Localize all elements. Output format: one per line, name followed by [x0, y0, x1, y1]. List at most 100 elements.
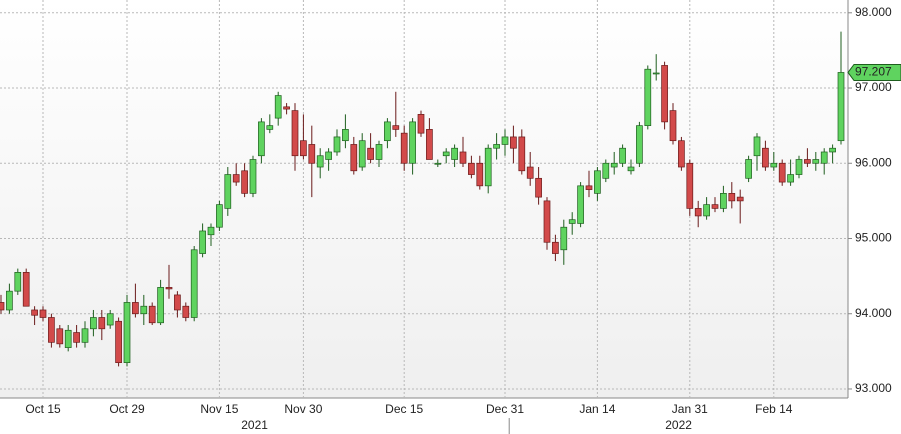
candle-body	[56, 328, 64, 345]
last-price-tag	[847, 63, 901, 81]
candle-body	[636, 125, 643, 164]
candle-body	[442, 151, 450, 157]
y-tick-label: 95.000	[855, 231, 892, 245]
year-label: 2022	[665, 418, 692, 432]
candle-body	[400, 132, 408, 164]
candle-body	[728, 193, 736, 202]
y-tick-label: 98.000	[855, 5, 892, 19]
candle-body	[610, 162, 618, 168]
candle-body	[148, 305, 156, 324]
candle-body	[266, 125, 274, 130]
candle-body	[644, 68, 652, 126]
candle-body	[820, 151, 828, 164]
candle-body	[568, 219, 576, 224]
candle-body	[720, 193, 727, 209]
candle-body	[106, 313, 114, 326]
candle-body	[358, 140, 366, 168]
candle-body	[762, 147, 769, 168]
candle-body	[64, 329, 72, 348]
candle-body	[308, 144, 316, 164]
candle-body	[535, 177, 542, 198]
candle-body	[501, 136, 509, 145]
candle-body	[787, 174, 794, 183]
candle-body	[342, 129, 349, 142]
candle-body	[560, 226, 568, 251]
candle-body	[686, 162, 694, 209]
candle-body	[552, 241, 559, 254]
candle-body	[745, 159, 752, 179]
candle-body	[224, 174, 232, 209]
candle-body	[804, 159, 811, 164]
candle-body	[174, 294, 181, 311]
candle-body	[31, 309, 38, 316]
candle-body	[90, 317, 97, 330]
candle-body	[594, 170, 601, 194]
candle-body	[199, 230, 206, 254]
candle-body	[812, 159, 820, 164]
candle-body	[493, 144, 500, 149]
candle-body	[795, 159, 803, 175]
candle-body	[350, 144, 358, 172]
candle-body	[459, 151, 467, 164]
candle-body	[232, 174, 240, 183]
candle-body	[115, 320, 122, 363]
candle-body	[216, 204, 223, 228]
candle-body	[22, 272, 30, 307]
grid	[0, 0, 852, 398]
candle-body	[123, 302, 131, 363]
candle-body	[669, 110, 677, 142]
candle-body	[409, 121, 416, 164]
last-price-label: 97.207	[855, 65, 892, 79]
y-tick-label: 97.000	[855, 80, 892, 94]
candle-body	[426, 129, 433, 160]
y-tick-label: 94.000	[855, 306, 892, 320]
candle-body	[652, 72, 660, 75]
candle-body	[48, 317, 55, 343]
candle-body	[585, 185, 593, 190]
candle-body	[300, 140, 307, 157]
x-tick-label: Dec 31	[486, 402, 524, 416]
x-tick-label: Oct 15	[25, 402, 61, 416]
candle-body	[207, 226, 215, 236]
candle-body	[325, 151, 332, 160]
candle-body	[577, 185, 584, 224]
candle-body	[736, 196, 744, 202]
candle-body	[241, 170, 248, 194]
candle-body	[661, 65, 668, 123]
candle-body	[367, 147, 374, 160]
x-tick-label: Oct 29	[109, 402, 145, 416]
candle-body	[694, 208, 702, 217]
candle-body	[165, 287, 173, 290]
x-tick-label: Dec 15	[385, 402, 423, 416]
x-tick-label: Jan 14	[579, 402, 615, 416]
candle-body	[602, 162, 610, 179]
candle-body	[249, 159, 257, 194]
candle-body	[258, 121, 265, 157]
x-tick-label: Nov 30	[284, 402, 322, 416]
candle-body	[316, 155, 324, 168]
candle-body	[384, 121, 391, 142]
labels: 93.000 94.000 95.000 96.000 97.000 98.000 Oct …	[25, 5, 901, 434]
candles	[0, 31, 845, 367]
candle-body	[132, 302, 139, 315]
candle-body	[6, 290, 13, 311]
candle-body	[157, 287, 164, 324]
candle-body	[182, 305, 190, 318]
candle-body	[627, 166, 635, 172]
candle-body	[770, 162, 778, 168]
candle-body	[619, 147, 626, 164]
candle-body	[543, 200, 551, 243]
candle-body	[703, 204, 710, 217]
candle-body	[98, 317, 106, 330]
candle-body	[526, 166, 534, 179]
candle-body	[678, 140, 685, 168]
candle-body	[190, 249, 198, 318]
year-label: 2021	[241, 418, 268, 432]
candle-body	[81, 328, 89, 343]
candle-body	[291, 110, 299, 157]
candle-body	[73, 332, 80, 343]
candle-body	[510, 136, 517, 149]
x-tick-label: Nov 15	[200, 402, 238, 416]
y-tick-label: 93.000	[855, 381, 892, 395]
